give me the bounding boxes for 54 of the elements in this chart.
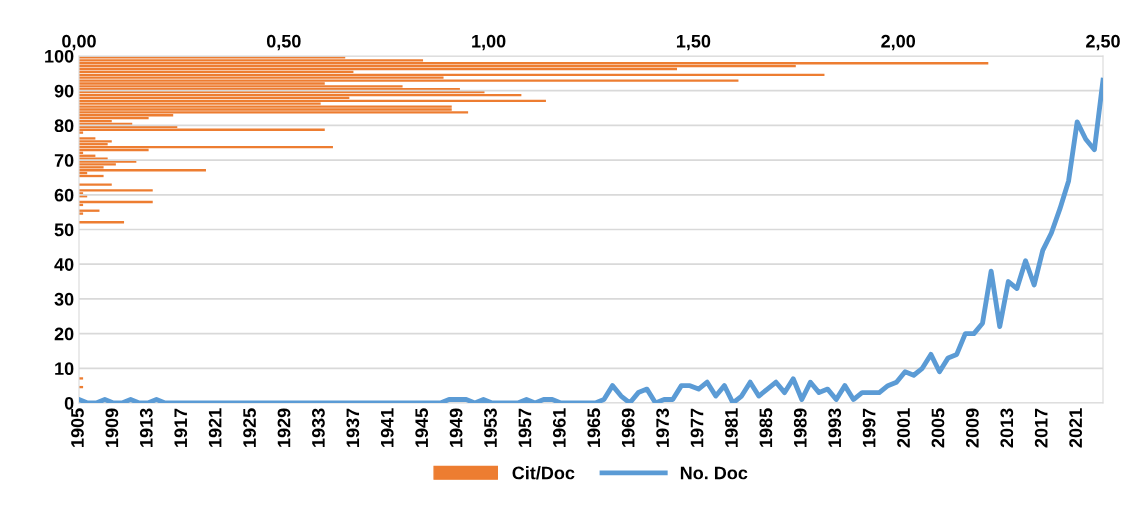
y-tick-label: 80 xyxy=(54,119,74,133)
x-tick-label: 2021 xyxy=(1069,408,1083,448)
x-tick-label: 2,00 xyxy=(881,34,916,51)
x-tick-label: 1905 xyxy=(71,408,84,447)
y-tick-label: 10 xyxy=(55,362,74,376)
x-tick-label: 1953 xyxy=(484,408,497,447)
x-tick-label: 1981 xyxy=(725,408,738,447)
x-tick-label: 1933 xyxy=(312,408,325,447)
x-tick-label: 1945 xyxy=(415,408,429,447)
x-tick-label: 1925 xyxy=(243,408,256,447)
x-tick-label: 1965 xyxy=(587,408,601,447)
bar xyxy=(79,111,469,114)
bar xyxy=(79,377,84,380)
x-tick-label: 1997 xyxy=(862,408,876,447)
x-tick-label: 1977 xyxy=(690,408,704,447)
x-tick-label: 1989 xyxy=(793,408,807,447)
x-tick-label: 1985 xyxy=(759,408,773,447)
x-tick-label: 1917 xyxy=(174,408,188,447)
y-tick-label: 100 xyxy=(45,49,74,63)
y-tick-label: 70 xyxy=(54,154,74,167)
x-tick-label: 1957 xyxy=(518,408,532,447)
x-tick-label: 1969 xyxy=(621,408,635,447)
x-tick-label: 2001 xyxy=(897,408,910,448)
y-tick-label: 0 xyxy=(64,396,74,410)
x-tick-label: 1961 xyxy=(552,408,566,447)
legend-label: Cit/Doc xyxy=(512,466,575,480)
x-tick-label: 1921 xyxy=(208,408,222,447)
x-tick-label: 1993 xyxy=(828,408,842,447)
x-tick-label: 1973 xyxy=(656,408,670,447)
y-tick-label: 40 xyxy=(54,258,74,271)
x-tick-label: 1,00 xyxy=(472,34,506,51)
x-tick-label: 2005 xyxy=(931,408,945,448)
x-tick-label: 2,50 xyxy=(1086,34,1120,51)
y-tick-label: 90 xyxy=(54,84,74,98)
x-tick-label: 1949 xyxy=(449,408,463,447)
y-tick-label: 30 xyxy=(54,292,74,306)
x-tick-label: 1929 xyxy=(277,408,291,447)
x-tick-label: 2013 xyxy=(1000,408,1014,448)
y-tick-label: 20 xyxy=(54,327,74,341)
bar xyxy=(79,105,452,108)
bar xyxy=(79,189,153,192)
x-tick-label: 0,00 xyxy=(62,34,96,51)
y-tick-label: 60 xyxy=(54,188,74,202)
x-tick-label: 1913 xyxy=(139,408,153,447)
x-tick-label: 2017 xyxy=(1034,408,1048,448)
y-tick-label: 50 xyxy=(54,223,74,237)
bar xyxy=(79,79,739,82)
x-tick-label: 1937 xyxy=(346,408,360,447)
x-tick-label: 1941 xyxy=(380,408,394,447)
x-tick-label: 2009 xyxy=(965,408,979,448)
x-tick-label: 1,50 xyxy=(676,34,711,51)
legend-label: No. Doc xyxy=(680,466,748,480)
x-tick-label: 1909 xyxy=(105,408,119,447)
x-tick-label: 0,50 xyxy=(266,34,301,51)
